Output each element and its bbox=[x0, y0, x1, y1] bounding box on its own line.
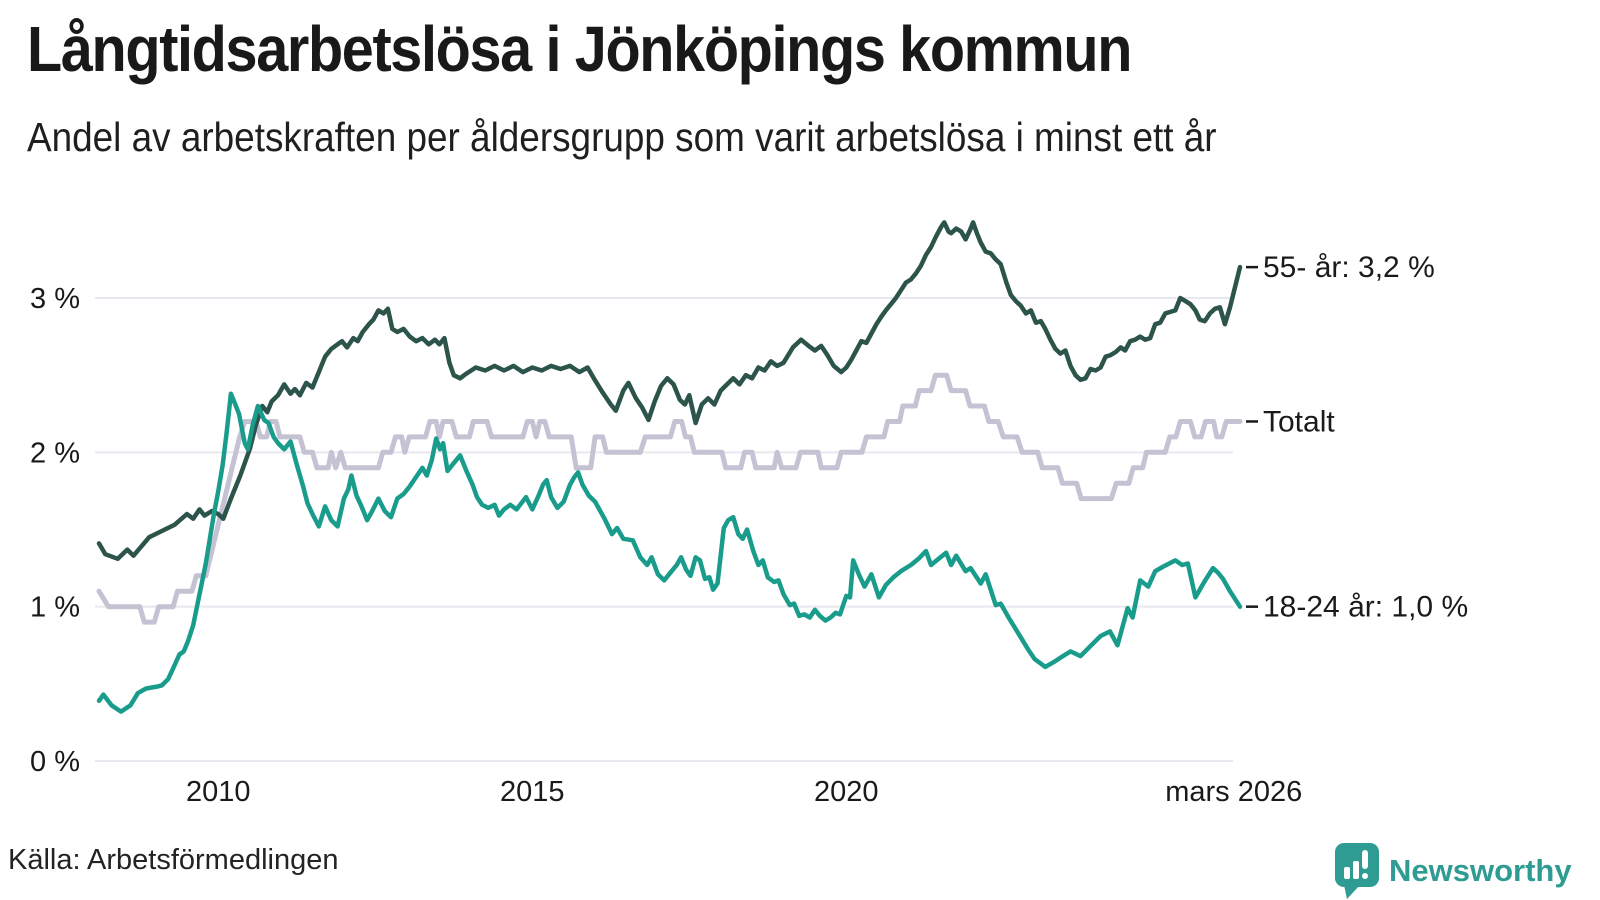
y-tick-label-3: 3 % bbox=[30, 283, 80, 315]
series-end-label-18-24: 18-24 år: 1,0 % bbox=[1263, 591, 1468, 624]
page-subtitle: Andel av arbetskraften per åldersgrupp s… bbox=[27, 114, 1217, 160]
x-tick-label-2020: 2020 bbox=[814, 776, 879, 808]
page-title: Långtidsarbetslösa i Jönköpings kommun bbox=[27, 13, 1132, 85]
series-line-18-24 bbox=[96, 391, 1243, 714]
y-tick-label-1: 1 % bbox=[30, 592, 80, 624]
x-tick-label-2015: 2015 bbox=[500, 776, 565, 808]
y-tick-label-0: 0 % bbox=[30, 746, 80, 778]
newsworthy-wordmark: Newsworthy bbox=[1389, 853, 1572, 888]
series-end-label-55: 55- år: 3,2 % bbox=[1263, 251, 1435, 284]
series-line-total bbox=[96, 372, 1243, 625]
x-tick-label-2010: 2010 bbox=[186, 776, 251, 808]
series-end-label-total: Totalt bbox=[1263, 405, 1335, 438]
newsworthy-logo: Newsworthy bbox=[1334, 842, 1572, 900]
newsworthy-icon bbox=[1335, 843, 1379, 899]
x-tick-label-mars-2026: mars 2026 bbox=[1165, 776, 1302, 808]
source-note: Källa: Arbetsförmedlingen bbox=[8, 844, 339, 876]
series-line-55 bbox=[96, 220, 1243, 562]
y-tick-label-2: 2 % bbox=[30, 437, 80, 469]
